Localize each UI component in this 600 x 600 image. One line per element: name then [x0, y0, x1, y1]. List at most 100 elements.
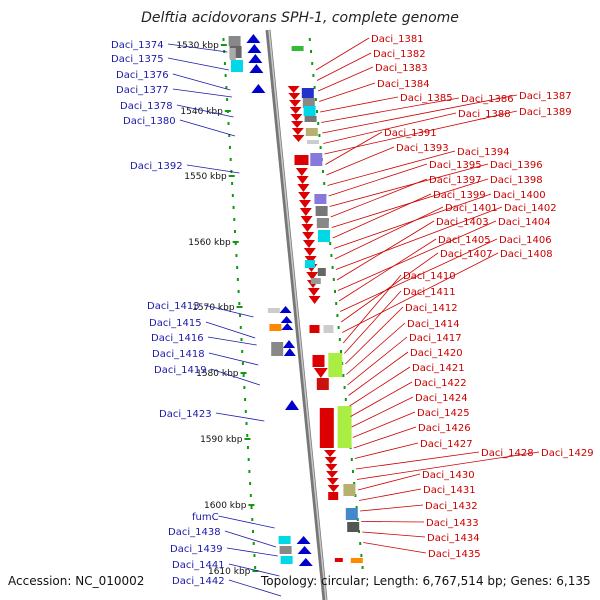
scale-dot — [237, 290, 240, 293]
gene-arrow — [279, 306, 292, 313]
scale-dot — [232, 206, 235, 209]
gene-label-right: Daci_1429 — [541, 448, 594, 459]
scale-tick-label: 1600 kbp — [204, 501, 247, 511]
gene-arrow — [246, 34, 261, 43]
leader-line-left — [203, 304, 254, 318]
gene-label-right: Daci_1433 — [426, 518, 479, 529]
gene-label-left: Daci_1418 — [152, 349, 205, 360]
gene-arrow — [290, 114, 303, 121]
gene-label-right: Daci_1395 — [429, 160, 482, 171]
gene-label-right: Daci_1414 — [407, 319, 460, 330]
scale-dot — [308, 38, 311, 41]
gene-label-right: Daci_1421 — [412, 363, 465, 374]
scale-dot — [316, 110, 318, 113]
gene-box — [312, 355, 325, 367]
scale-dot — [231, 182, 234, 185]
leader-line-left — [176, 104, 234, 118]
genome-backbone — [265, 29, 328, 600]
leader-line-right — [337, 220, 497, 291]
gene-box — [310, 153, 323, 166]
gene-arrow — [291, 128, 304, 135]
scale-tick-label: 1530 kbp — [176, 41, 219, 51]
scale-dot — [312, 74, 315, 77]
gene-label-right: Daci_1381 — [371, 34, 424, 45]
gene-label-right: Daci_1428 — [481, 448, 534, 459]
scale-dot — [238, 302, 241, 305]
scale-dot — [353, 482, 356, 485]
gene-box — [318, 230, 330, 242]
scale-dot — [244, 410, 247, 413]
gene-label-right: Daci_1383 — [375, 63, 428, 74]
leader-line-right — [344, 290, 402, 354]
scale-dot — [252, 530, 254, 533]
leader-line-right — [340, 252, 439, 323]
gene-arrow — [300, 216, 313, 224]
scale-dot — [235, 254, 238, 257]
leader-line-left — [210, 368, 261, 386]
leader-line-left — [205, 321, 256, 339]
gene-box — [343, 484, 356, 496]
gene-arrow — [291, 121, 304, 128]
gene-box — [350, 558, 363, 563]
leader-line-right — [336, 220, 435, 281]
leader-line-right — [327, 150, 456, 186]
gene-box — [319, 408, 334, 448]
scale-dot — [350, 458, 353, 461]
gene-label-right: Daci_1397 — [429, 175, 482, 186]
scale-dot — [340, 350, 342, 353]
genome-backbone-highlight — [268, 29, 327, 600]
scale-tick-label: 1610 kbp — [208, 567, 251, 577]
gene-box — [291, 46, 304, 51]
gene-box — [328, 353, 343, 377]
gene-box — [323, 325, 334, 333]
leader-line-left — [224, 530, 277, 548]
gene-arrow — [287, 86, 300, 93]
leader-line-left — [226, 547, 278, 557]
map-title: Delftia acidovorans SPH-1, complete geno… — [141, 10, 459, 26]
gene-arrow — [299, 200, 311, 208]
leader-line-right — [361, 521, 425, 523]
gene-box — [279, 546, 292, 554]
leader-line-left — [228, 563, 280, 577]
leader-line-right — [354, 442, 419, 459]
gene-label-right: Daci_1426 — [418, 423, 471, 434]
gene-box — [314, 194, 327, 204]
gene-label-right: Daci_1387 — [519, 91, 572, 102]
leader-line-right — [325, 131, 383, 165]
leader-line-left — [186, 164, 240, 174]
leader-line-left — [228, 579, 282, 597]
gene-label-left: Daci_1392 — [130, 161, 183, 172]
scale-dot — [342, 374, 345, 377]
gene-label-left: Daci_1442 — [172, 576, 225, 587]
gene-box — [269, 324, 282, 331]
leader-line-left — [215, 412, 265, 422]
gene-arrow — [326, 471, 339, 478]
gene-label-right: Daci_1434 — [427, 533, 480, 544]
leader-line-right — [335, 206, 503, 270]
leader-line-right — [362, 531, 426, 538]
gene-arrow — [295, 168, 308, 176]
scale-dot — [240, 338, 243, 341]
gene-arrow — [308, 296, 321, 304]
scale-dot — [330, 254, 333, 257]
gene-label-left: Daci_1439 — [170, 544, 223, 555]
leader-line-right — [320, 96, 399, 113]
gene-box — [294, 155, 309, 165]
leader-line-right — [338, 238, 437, 302]
gene-label-left: Daci_1415 — [149, 318, 202, 329]
scale-dot — [228, 146, 231, 149]
scale-dot — [224, 74, 227, 77]
gene-arrow — [303, 240, 315, 248]
leader-line-left — [167, 57, 229, 71]
leader-line-right — [332, 193, 432, 239]
gene-label-left: Daci_1377 — [116, 85, 169, 96]
leader-line-right — [360, 504, 424, 512]
scale-dot — [227, 122, 230, 125]
scale-dot — [245, 422, 248, 425]
gene-label-right: Daci_1411 — [403, 287, 456, 298]
scale-tick-label: 1570 kbp — [192, 303, 235, 313]
gene-label-left: Daci_1376 — [116, 70, 169, 81]
scale-dot — [318, 134, 321, 137]
gene-label-left: Daci_1378 — [120, 101, 173, 112]
gene-label-right: Daci_1403 — [436, 217, 489, 228]
